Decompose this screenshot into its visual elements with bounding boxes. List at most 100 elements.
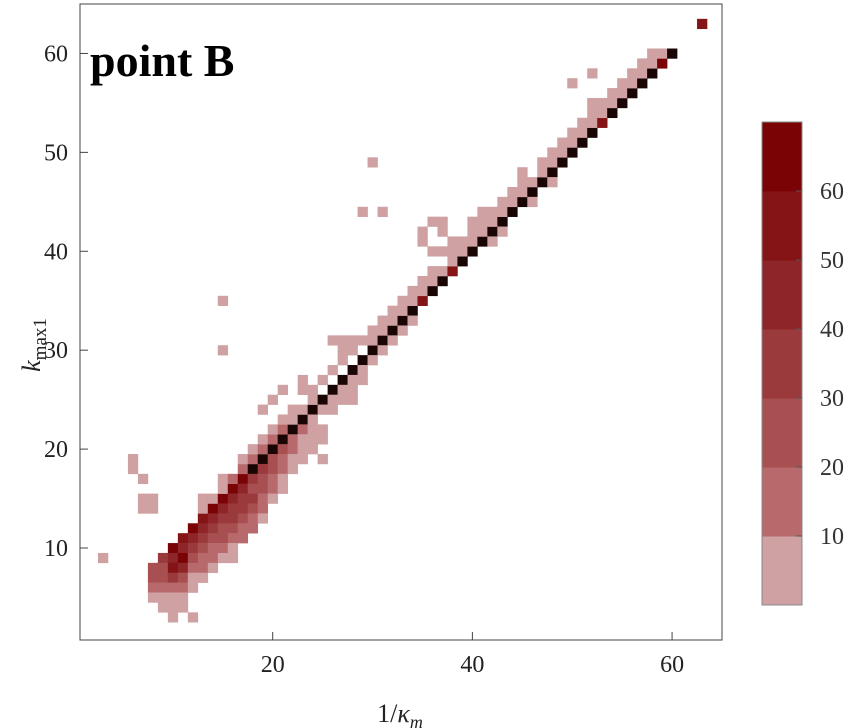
heatmap-cell <box>347 345 358 356</box>
heatmap-cell <box>257 513 269 524</box>
heatmap-cell <box>617 88 628 99</box>
heatmap-cell <box>287 404 298 415</box>
heatmap-cell <box>577 117 588 128</box>
heatmap-cell <box>657 58 668 69</box>
heatmap-cell <box>357 206 368 217</box>
heatmap-cell <box>177 572 189 583</box>
heatmap-cell <box>277 444 288 455</box>
heatmap-cell <box>137 493 149 504</box>
heatmap-cell <box>307 394 318 405</box>
heatmap-cell <box>257 483 269 494</box>
heatmap-cell <box>167 582 179 593</box>
heatmap-cell <box>237 503 249 514</box>
heatmap-cell <box>307 444 318 455</box>
heatmap-cell <box>337 345 348 356</box>
heatmap-cell <box>137 503 149 514</box>
heatmap-cell <box>587 107 598 119</box>
heatmap-cell <box>247 473 259 485</box>
heatmap-cell <box>507 186 518 198</box>
heatmap-cell <box>217 473 229 485</box>
heatmap-cell <box>137 473 149 485</box>
heatmap-cell <box>317 404 328 415</box>
heatmap-cell <box>547 177 558 188</box>
heatmap-cell <box>207 562 219 574</box>
heatmap-cell <box>207 543 219 554</box>
heatmap-cell <box>527 186 538 198</box>
heatmap-cell <box>167 552 179 564</box>
heatmap-cell <box>327 335 338 346</box>
heatmap-cell <box>407 315 418 326</box>
heatmap-cell <box>257 454 269 465</box>
heatmap-cell <box>217 552 229 564</box>
heatmap-cell <box>207 493 219 504</box>
heatmap-cell <box>307 414 318 425</box>
heatmap-cell <box>337 355 348 366</box>
heatmap-cell <box>237 533 249 544</box>
heatmap-cell <box>557 157 568 168</box>
heatmap-cell <box>217 543 229 554</box>
heatmap-cell <box>227 552 239 564</box>
heatmap-cell <box>257 503 269 514</box>
heatmap-cell <box>267 454 278 465</box>
y-tick-label: 20 <box>44 437 68 463</box>
heatmap-cell <box>547 167 558 178</box>
heatmap-cell <box>317 454 328 465</box>
heatmap-cell <box>237 483 249 494</box>
heatmap-cell <box>447 236 458 247</box>
heatmap-cell <box>587 127 598 138</box>
heatmap-cell <box>387 315 398 326</box>
heatmap-cell <box>147 592 159 603</box>
heatmap-cell <box>637 58 648 69</box>
heatmap-cell <box>427 216 438 227</box>
heatmap-cell <box>337 394 348 405</box>
heatmap-cell <box>187 562 199 574</box>
heatmap-cell <box>387 325 398 336</box>
heatmap-cell <box>447 266 458 277</box>
heatmap-cell <box>197 572 209 583</box>
heatmap-cell <box>527 196 538 208</box>
heatmap-cell <box>417 276 428 287</box>
heatmap-cell <box>207 513 219 524</box>
heatmap-cell <box>247 513 259 524</box>
heatmap-cell <box>277 454 288 465</box>
heatmap-cell <box>597 97 608 109</box>
heatmap-cell <box>367 355 378 366</box>
heatmap-cell <box>297 374 308 386</box>
heatmap-cell <box>127 454 139 465</box>
heatmap-cell <box>287 424 298 435</box>
heatmap-cell <box>317 424 328 435</box>
heatmap-cell <box>257 404 269 415</box>
colorbar-tick-label: 50 <box>820 248 844 274</box>
heatmap-cell <box>147 582 159 593</box>
heatmap-cell <box>297 434 308 445</box>
heatmap-cell <box>337 335 348 346</box>
heatmap-cell <box>627 88 638 99</box>
heatmap-cell <box>477 236 488 247</box>
heatmap-cell <box>587 97 598 109</box>
heatmap-cell <box>197 493 209 504</box>
y-tick-label: 40 <box>44 239 68 265</box>
heatmap-cell <box>307 404 318 415</box>
heatmap-cell <box>457 246 468 257</box>
heatmap-cell <box>517 167 528 178</box>
heatmap-cell <box>577 137 588 148</box>
heatmap-cell <box>697 18 708 30</box>
heatmap-cell <box>177 602 189 613</box>
heatmap-cell <box>257 444 269 455</box>
heatmap-cell <box>547 157 558 168</box>
heatmap-cell <box>617 97 628 109</box>
heatmap-cell <box>567 78 578 89</box>
heatmap-cells <box>97 18 708 623</box>
heatmap-cell <box>267 424 278 435</box>
heatmap-cell <box>607 107 618 119</box>
heatmap-cell <box>407 285 418 297</box>
heatmap-cell <box>267 473 278 485</box>
heatmap-cell <box>267 463 278 475</box>
heatmap-cell <box>197 533 209 544</box>
heatmap-cell <box>317 374 328 386</box>
heatmap-cell <box>427 285 438 297</box>
heatmap-cell <box>287 454 298 465</box>
heatmap-cell <box>267 434 278 445</box>
heatmap-cell <box>157 582 169 593</box>
